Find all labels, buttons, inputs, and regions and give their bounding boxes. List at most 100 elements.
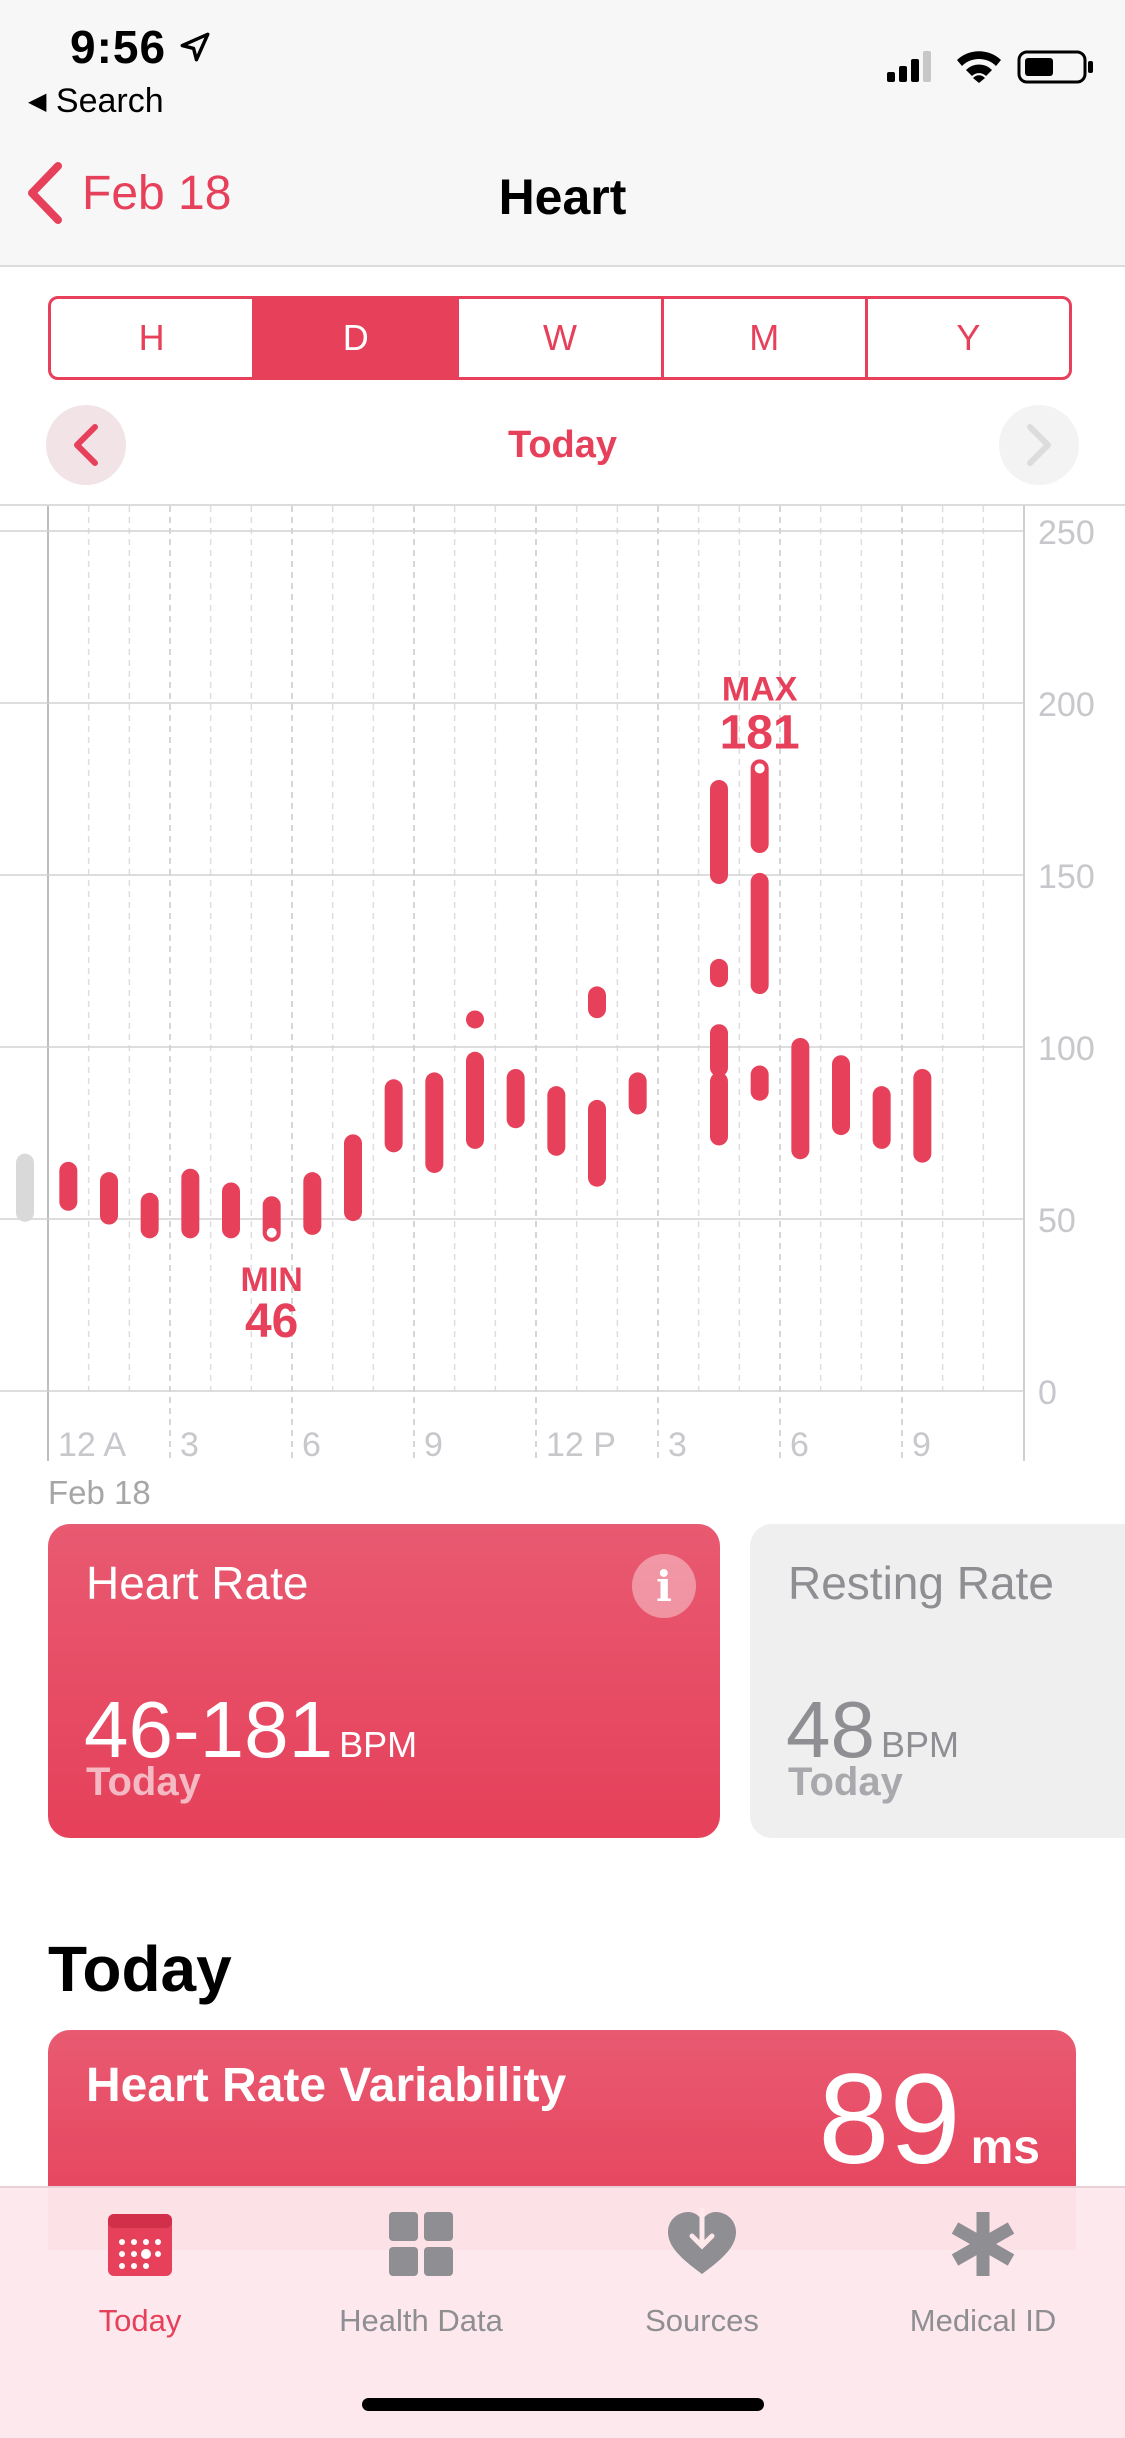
heart-rate-unit: BPM [339,1724,418,1765]
grid-icon [389,2212,453,2276]
resting-rate-card-subtitle: Today [788,1760,903,1804]
hrv-unit: ms [970,2121,1040,2174]
heart-rate-card-subtitle: Today [86,1760,201,1804]
chart-scroll-handle [16,1153,34,1222]
segment-month[interactable]: M [664,299,868,377]
tab-sources[interactable]: Sources [572,2205,832,2339]
max-label: MAX [722,670,798,708]
calendar-icon [108,2214,172,2276]
heart-rate-range-bar [466,1010,484,1029]
next-period-button[interactable] [999,405,1079,485]
heart-rate-range-bar [750,1065,769,1101]
heart-rate-range-bar [710,958,728,988]
heart-rate-range-bar [588,986,606,1019]
wifi-icon [957,51,1001,83]
min-point-marker [266,1227,277,1238]
heart-rate-card[interactable]: Heart Rate i 46-181 BPM Today [48,1524,720,1838]
previous-period-button[interactable] [46,405,126,485]
status-time: 9:56 [70,21,167,73]
home-indicator [362,2398,764,2411]
chevron-left-icon [74,424,98,466]
heart-download-icon [668,2205,736,2274]
time-range-segmented-control: H D W M Y [48,296,1072,380]
x-tick-label: 9 [912,1426,931,1464]
heart-rate-range-value: 46-181 [84,1685,334,1774]
heart-rate-range-bar [466,1051,484,1149]
hrv-card-title: Heart Rate Variability [86,2059,567,2112]
back-triangle-icon: ◀ [28,88,47,115]
y-tick-label: 100 [1038,1030,1095,1068]
page-title: Heart [498,169,627,225]
heart-rate-range-bar [303,1172,322,1235]
segment-day[interactable]: D [255,299,460,377]
status-icons [887,50,1093,84]
x-tick-label: 6 [790,1426,809,1464]
x-tick-label: 3 [180,1426,199,1464]
heart-rate-range-bar [222,1182,240,1239]
tab-health-data[interactable]: Health Data [291,2208,551,2339]
y-tick-label: 200 [1038,686,1095,724]
tab-medical-id-label: Medical ID [909,2303,1057,2338]
heart-rate-range-bar [750,872,769,995]
min-value-label: 46 [245,1295,298,1348]
heart-rate-value-row: 46-181 BPM [84,1684,417,1776]
segment-year[interactable]: Y [956,317,981,358]
asterisk-icon [951,2212,1015,2276]
cellular-signal-icon [887,51,931,82]
period-label: Today [507,424,618,466]
heart-rate-range-bar [506,1068,525,1129]
tab-today-label: Today [98,2303,182,2338]
x-tick-label: 3 [668,1426,687,1464]
heart-rate-range-bar [710,1072,728,1146]
y-tick-label: 0 [1038,1374,1057,1412]
tab-medical-id[interactable]: Medical ID [853,2208,1113,2339]
x-tick-label: 12 A [58,1426,126,1464]
segment-hour[interactable]: H [51,299,256,377]
back-button[interactable]: Feb 18 [22,160,231,226]
resting-rate-value-row: 48 BPM [786,1684,959,1776]
y-tick-label: 250 [1038,514,1095,552]
y-tick-label: 50 [1038,1202,1076,1240]
heart-rate-range-bar [100,1172,118,1225]
heart-rate-range-bar [181,1168,200,1239]
chevron-left-icon [28,162,62,224]
location-arrow-icon [180,32,210,62]
heart-rate-range-bar [710,1024,728,1077]
heart-rate-range-bar [344,1134,362,1222]
segment-week[interactable]: W [459,299,664,377]
back-to-search-link[interactable]: ◀ Search [28,82,164,121]
heart-rate-range-bar [872,1086,891,1149]
heart-rate-range-bar [710,780,728,884]
resting-rate-card[interactable]: Resting Rate 48 BPM Today [750,1524,1125,1838]
heart-rate-range-bar [628,1072,647,1115]
resting-rate-value: 48 [786,1685,875,1774]
tab-sources-label: Sources [645,2303,759,2338]
heart-rate-range-bar [832,1055,850,1136]
info-icon[interactable]: i [632,1554,696,1618]
back-to-search-label: Search [55,82,164,120]
max-value-label: 181 [720,706,800,759]
tab-today[interactable]: Today [10,2208,270,2339]
heart-rate-card-title: Heart Rate [86,1557,309,1609]
heart-rate-range-bar [913,1068,932,1163]
period-selector: Today [0,400,1125,490]
battery-icon [1017,50,1093,84]
heart-rate-range-bar [547,1086,566,1156]
tab-health-data-label: Health Data [339,2303,503,2338]
heart-rate-range-bar [262,1196,281,1242]
max-point-marker [754,763,765,774]
min-label: MIN [241,1261,303,1299]
chart-date-label: Feb 18 [48,1474,151,1511]
today-section-title: Today [48,1933,232,2005]
x-tick-label: 6 [302,1426,321,1464]
heart-rate-chart[interactable]: 0 50 100 150 200 250 12 A 3 6 9 12 P 3 6 9 MIN 46 MAX 181 [0,504,1125,1466]
heart-rate-range-bar [425,1072,444,1173]
navigation-header: 9:56 ◀ Search Feb 18 Heart [0,0,1125,267]
heart-rate-range-bar [750,759,769,854]
heart-rate-range-bar [588,1099,606,1187]
resting-rate-card-title: Resting Rate [788,1557,1054,1609]
x-tick-label: 9 [424,1426,443,1464]
heart-rate-range-bar [59,1161,78,1211]
hrv-value-row: 89 ms [818,2046,1040,2193]
